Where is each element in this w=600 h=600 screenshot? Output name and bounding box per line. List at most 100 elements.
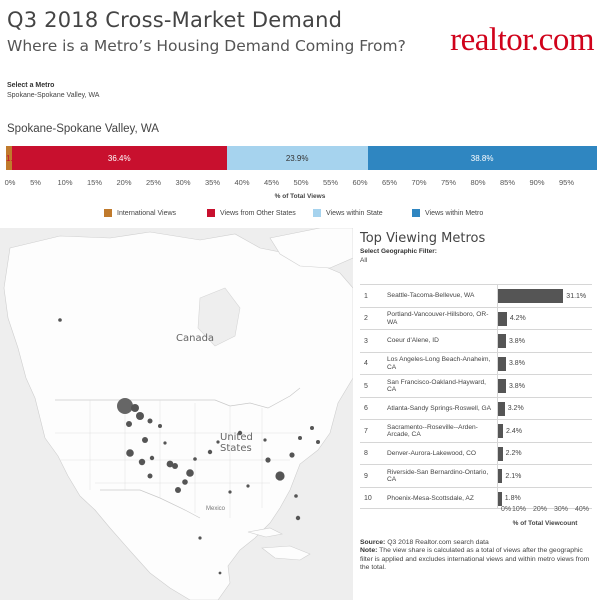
realtor-logo[interactable]: realtor.com — [450, 22, 594, 58]
demand-x-tick: 80% — [470, 178, 486, 187]
row-metro-name: Portland-Vancouver-Hillsboro, OR-WA — [387, 311, 489, 326]
table-row[interactable]: 5 San Francisco-Oakland-Hayward, CA 3.8% — [360, 374, 592, 397]
row-rank: 10 — [364, 495, 372, 503]
row-rank: 3 — [364, 337, 368, 345]
demand-x-tick: 75% — [440, 178, 457, 187]
table-row[interactable]: 10 Phoenix-Mesa-Scottsdale, AZ 1.8% — [360, 486, 592, 509]
table-row[interactable]: 6 Atlanta-Sandy Springs-Roswell, GA 3.2% — [360, 396, 592, 420]
legend-label: International Views — [117, 209, 177, 217]
legend-item[interactable]: International Views — [104, 209, 176, 217]
row-value-bar — [498, 469, 503, 483]
demand-x-tick: 10% — [57, 178, 73, 187]
greenland-landmass — [269, 228, 353, 269]
demand-x-tick: 50% — [293, 178, 309, 187]
row-metro-name: San Francisco-Oakland-Hayward, CA — [387, 378, 486, 394]
us-canada-border — [55, 387, 301, 409]
demand-x-axis-title: % of Total Views — [274, 193, 326, 200]
demand-x-tick: 25% — [145, 178, 162, 187]
map-graphic — [0, 228, 353, 600]
row-rank: 1 — [364, 292, 368, 300]
table-row[interactable]: 9 Riverside-San Bernardino-Ontario, CA 2.1… — [360, 464, 592, 487]
row-rank: 2 — [364, 315, 368, 323]
demand-x-tick: 90% — [529, 178, 545, 187]
row-value-label: 2.1% — [505, 472, 522, 480]
demand-bar-title: Spokane-Spokane Valley, WA — [7, 123, 159, 135]
table-row[interactable]: 1 Seattle-Tacoma-Bellevue, WA 31.1% — [360, 284, 592, 307]
table-row[interactable]: 3 Coeur d'Alene, ID 3.8% — [360, 329, 592, 352]
row-value-bar — [498, 334, 506, 348]
demand-x-tick: 70% — [411, 178, 427, 187]
row-rank: 4 — [364, 360, 368, 368]
row-rank: 8 — [364, 450, 368, 458]
geo-filter-label: Select Geographic Filter: — [360, 248, 437, 255]
row-value-label: 3.8% — [508, 360, 525, 368]
legend-item[interactable]: Views from Other States — [207, 209, 296, 217]
row-value-bar — [498, 446, 503, 461]
demand-map[interactable]: Canada United States Mexico — [0, 228, 353, 600]
row-value-bar — [498, 289, 564, 303]
legend-item[interactable]: Views within State — [313, 209, 383, 217]
map-label-states: States — [220, 443, 252, 454]
top-metros-x-axis: 0% 10% 20% 30% 40% — [498, 506, 598, 518]
table-row[interactable]: 8 Denver-Aurora-Lakewood, CO 2.2% — [360, 441, 592, 465]
row-metro-name: Seattle-Tacoma-Bellevue, WA — [387, 292, 475, 300]
table-row[interactable]: 7 Sacramento--Roseville--Arden-Arcade, CA… — [360, 419, 592, 442]
page-title: Q3 2018 Cross-Market Demand — [7, 8, 343, 32]
demand-segment-label: 23.9% — [285, 153, 309, 163]
map-label-united: United — [220, 432, 253, 443]
row-value-bar — [498, 311, 507, 326]
top-metros-x-axis-title: % of Total Viewcount — [512, 520, 578, 527]
demand-x-tick: 0% — [4, 178, 16, 187]
demand-x-tick: 35% — [204, 178, 221, 187]
row-metro-name: Phoenix-Mesa-Scottsdale, AZ — [387, 494, 474, 502]
row-value-bar — [498, 401, 505, 416]
demand-x-tick: 60% — [352, 178, 368, 187]
table-row[interactable]: 4 Los Angeles-Long Beach-Anaheim, CA 3.8% — [360, 351, 592, 375]
row-value-bar — [498, 491, 502, 506]
source-note: Source: Q3 2018 Realtor.com search data … — [360, 539, 596, 573]
demand-segment-label: 38.8% — [470, 153, 494, 163]
row-value-label: 3.8% — [508, 337, 525, 345]
demand-x-tick: 65% — [381, 178, 398, 187]
note-text: The view share is calculated as a total … — [360, 547, 590, 572]
geo-filter-value[interactable]: All — [360, 257, 368, 264]
row-metro-name: Los Angeles-Long Beach-Anaheim, CA — [387, 356, 491, 371]
demand-x-tick: 15% — [86, 178, 103, 187]
demand-x-tick: 55% — [322, 178, 339, 187]
map-label-mexico: Mexico — [206, 506, 226, 512]
demand-x-tick: 5% — [30, 178, 41, 187]
row-metro-name: Riverside-San Bernardino-Ontario, CA — [387, 468, 489, 484]
top-metros-x-tick: 0% — [500, 506, 512, 513]
row-value-bar — [498, 379, 506, 393]
demand-x-tick: 85% — [499, 178, 516, 187]
row-value-bar — [498, 356, 506, 371]
legend-swatch — [412, 209, 420, 217]
demand-segment-label: 36.4% — [107, 153, 131, 163]
metro-filter-value[interactable]: Spokane-Spokane Valley, WA — [7, 92, 100, 99]
row-rank: 5 — [364, 382, 368, 390]
column-divider — [497, 284, 498, 508]
top-metros-x-tick: 10% — [511, 506, 527, 513]
metro-filter-label: Select a Metro — [7, 82, 55, 89]
table-row[interactable]: 2 Portland-Vancouver-Hillsboro, OR-WA 4.2% — [360, 306, 592, 330]
row-value-label: 2.4% — [506, 427, 522, 435]
hudson-bay — [197, 287, 241, 347]
row-rank: 6 — [364, 405, 368, 413]
legend-item[interactable]: Views within Metro — [412, 209, 483, 217]
row-value-label: 4.2% — [509, 315, 526, 323]
demand-segment-2[interactable]: 23.9% — [226, 146, 368, 170]
legend-swatch — [313, 209, 321, 217]
row-value-label: 31.1% — [566, 292, 587, 300]
row-value-label: 3.2% — [507, 405, 524, 413]
cuba-island — [247, 527, 283, 538]
row-metro-name: Coeur d'Alene, ID — [387, 337, 439, 345]
caribbean-islands — [261, 545, 311, 561]
top-metros-x-tick: 20% — [532, 506, 548, 513]
demand-segment-1[interactable]: 36.4% — [11, 146, 227, 170]
demand-x-axis: 0% 5% 10% 15% 20% 25% 30% 35% 40% 45% 50% 55% 60% 65%… — [4, 178, 596, 192]
demand-x-tick: 45% — [263, 178, 280, 187]
top-metros-table: 1 Seattle-Tacoma-Bellevue, WA 31.1% 2 Portla… — [360, 284, 592, 509]
demand-x-tick: 20% — [116, 178, 132, 187]
demand-segment-3[interactable]: 38.8% — [367, 146, 597, 170]
row-metro-name: Denver-Aurora-Lakewood, CO — [387, 449, 477, 457]
